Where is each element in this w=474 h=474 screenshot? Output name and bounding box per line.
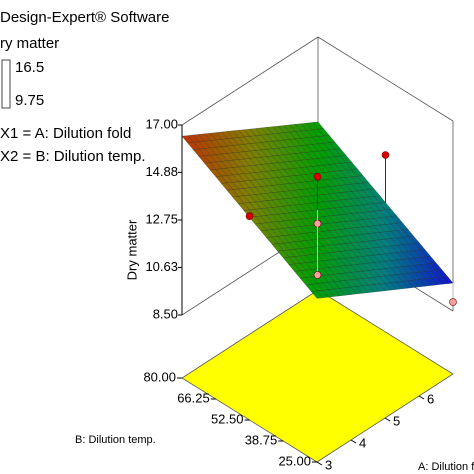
z-tick-label: 10.63 [145, 259, 178, 274]
design-point [449, 298, 457, 306]
legend-box [1, 59, 11, 109]
y-tick-label: 80.00 [143, 369, 176, 384]
z-tick-label: 14.88 [145, 164, 178, 179]
box-edge [317, 36, 454, 122]
x-axis-label: A: Dilution f [418, 461, 474, 473]
x-tick-label: 3 [325, 457, 332, 472]
z-tick-label: 8.50 [153, 306, 178, 321]
floor [181, 289, 454, 463]
y-axis-label: B: Dilution temp. [75, 434, 156, 446]
surface-cell [311, 290, 323, 299]
x-tick-label: 4 [359, 435, 366, 450]
legend-low: 9.75 [15, 92, 44, 109]
design-point [381, 151, 390, 159]
z-axis-label: Dry matter [124, 219, 139, 280]
y-tick-label: 66.25 [177, 390, 210, 405]
x-tick [418, 395, 425, 400]
chart-title: Design-Expert® Software [0, 9, 169, 26]
design-point [313, 172, 322, 181]
factor-2: X2 = B: Dilution temp. [0, 148, 146, 165]
response-name: ry matter [0, 35, 59, 52]
y-tick-label: 25.00 [278, 453, 311, 468]
x-tick [384, 417, 391, 422]
x-tick [316, 461, 323, 466]
x-tick-label: 6 [427, 391, 434, 406]
design-point [245, 212, 254, 220]
y-tick-label: 52.50 [211, 411, 244, 426]
box-edge [181, 36, 319, 126]
x-tick-label: 5 [393, 413, 400, 428]
z-tick-label: 12.75 [145, 211, 178, 226]
legend-high: 16.5 [15, 59, 44, 76]
factor-1: X1 = A: Dilution fold [0, 125, 131, 142]
z-tick-label: 17.00 [145, 116, 178, 131]
x-tick [350, 439, 357, 444]
y-tick-label: 38.75 [245, 432, 278, 447]
design-point [313, 271, 322, 279]
